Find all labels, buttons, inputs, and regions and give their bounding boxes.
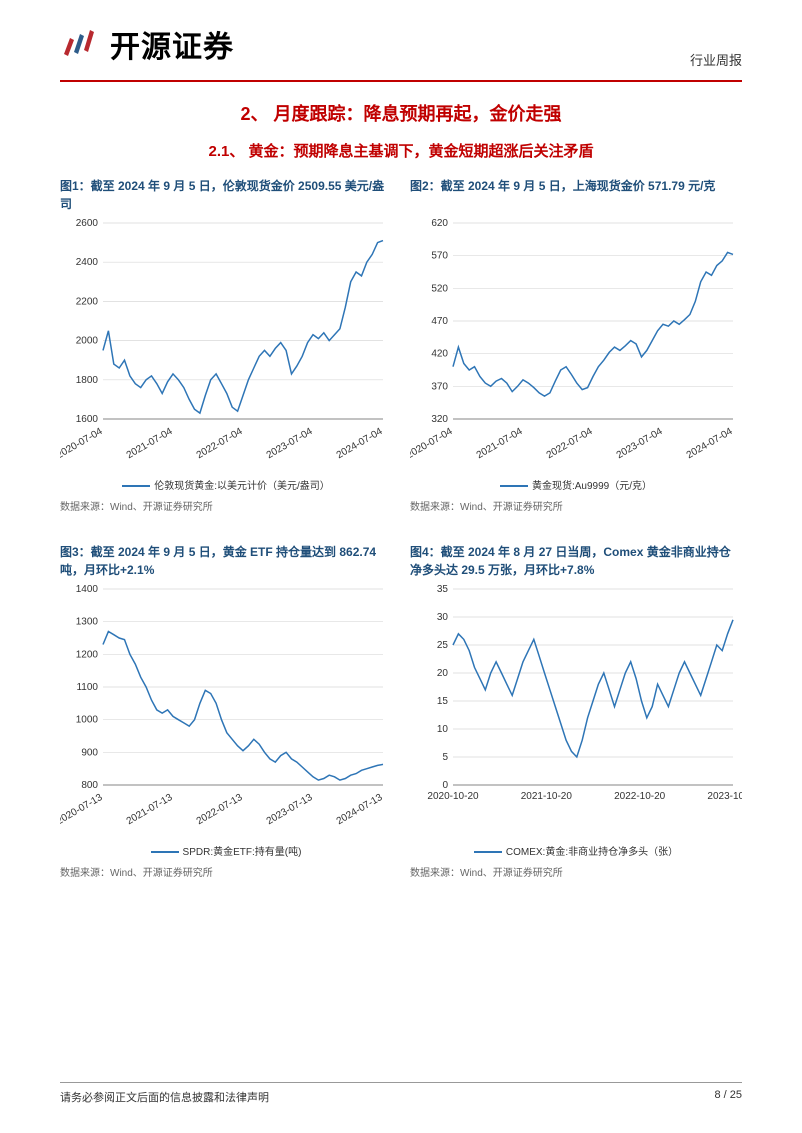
svg-text:20: 20 <box>437 668 449 679</box>
svg-text:420: 420 <box>431 349 448 360</box>
chart-block-4: 图4：截至 2024 年 8 月 27 日当周，Comex 黄金非商业持仓净多头… <box>410 543 742 879</box>
svg-text:2020-07-13: 2020-07-13 <box>60 792 105 827</box>
chart-source: 数据来源：Wind、开源证券研究所 <box>410 498 742 513</box>
charts-grid: 图1：截至 2024 年 9 月 5 日，伦敦现货金价 2509.55 美元/盎… <box>0 171 802 879</box>
svg-text:2024-07-04: 2024-07-04 <box>335 426 385 461</box>
company-name: 开源证券 <box>110 22 234 66</box>
svg-text:320: 320 <box>431 414 448 425</box>
svg-text:1400: 1400 <box>76 584 99 595</box>
svg-text:800: 800 <box>81 780 98 791</box>
logo-block: 开源证券 <box>60 22 234 66</box>
svg-text:2023-07-04: 2023-07-04 <box>265 426 315 461</box>
svg-text:35: 35 <box>437 584 449 595</box>
svg-text:2020-07-04: 2020-07-04 <box>410 426 455 461</box>
svg-text:520: 520 <box>431 283 448 294</box>
svg-text:2022-10-20: 2022-10-20 <box>614 791 666 802</box>
chart-source: 数据来源：Wind、开源证券研究所 <box>60 498 392 513</box>
chart-source: 数据来源：Wind、开源证券研究所 <box>410 864 742 879</box>
page-header: 开源证券 行业周报 <box>0 0 802 74</box>
svg-text:2600: 2600 <box>76 218 99 229</box>
footer-disclaimer: 请务必参阅正文后面的信息披露和法律声明 <box>60 1089 269 1105</box>
chart-source: 数据来源：Wind、开源证券研究所 <box>60 864 392 879</box>
chart-plot: 800 900 1000 1100 1200 1300 1400 2020-07-13 2021… <box>60 579 392 839</box>
svg-text:2021-07-13: 2021-07-13 <box>125 792 175 827</box>
svg-text:620: 620 <box>431 218 448 229</box>
svg-text:1600: 1600 <box>76 414 99 425</box>
svg-text:2021-07-04: 2021-07-04 <box>475 426 525 461</box>
chart-caption: 图2：截至 2024 年 9 月 5 日，上海现货金价 571.79 元/克 <box>410 177 742 213</box>
svg-text:2022-07-04: 2022-07-04 <box>545 426 595 461</box>
svg-text:2024-07-04: 2024-07-04 <box>685 426 735 461</box>
svg-text:0: 0 <box>442 780 448 791</box>
svg-text:2023-07-04: 2023-07-04 <box>615 426 665 461</box>
chart-plot: 320 370 420 470 520 570 620 2020-07-04 2021-07-0… <box>410 213 742 473</box>
svg-text:2200: 2200 <box>76 296 99 307</box>
chart-legend: SPDR:黄金ETF:持有量(吨) <box>60 843 392 858</box>
chart-legend: 黄金现货:Au9999（元/克） <box>410 477 742 492</box>
chart-plot: 0 5 10 15 20 25 30 35 2020-10-20 2021-10-20 2022-1… <box>410 579 742 839</box>
svg-text:2021-10-20: 2021-10-20 <box>521 791 573 802</box>
logo-icon <box>60 24 100 64</box>
chart-caption: 图4：截至 2024 年 8 月 27 日当周，Comex 黄金非商业持仓净多头… <box>410 543 742 579</box>
svg-text:1800: 1800 <box>76 375 99 386</box>
svg-text:2024-07-13: 2024-07-13 <box>335 792 385 827</box>
svg-text:1200: 1200 <box>76 649 99 660</box>
svg-text:10: 10 <box>437 724 449 735</box>
svg-text:5: 5 <box>442 752 448 763</box>
doc-type-label: 行业周报 <box>690 50 742 69</box>
svg-text:2022-07-13: 2022-07-13 <box>195 792 245 827</box>
chart-block-1: 图1：截至 2024 年 9 月 5 日，伦敦现货金价 2509.55 美元/盎… <box>60 177 392 513</box>
svg-text:2400: 2400 <box>76 257 99 268</box>
svg-text:2000: 2000 <box>76 336 99 347</box>
svg-text:2022-07-04: 2022-07-04 <box>195 426 245 461</box>
subsection-title: 2.1、 黄金：预期降息主基调下，黄金短期超涨后关注矛盾 <box>0 140 802 161</box>
svg-text:1100: 1100 <box>76 682 98 693</box>
svg-text:1000: 1000 <box>76 715 99 726</box>
svg-text:2020-07-04: 2020-07-04 <box>60 426 105 461</box>
svg-text:1300: 1300 <box>76 617 99 628</box>
svg-text:900: 900 <box>81 747 98 758</box>
chart-block-2: 图2：截至 2024 年 9 月 5 日，上海现货金价 571.79 元/克32… <box>410 177 742 513</box>
header-divider <box>60 80 742 82</box>
chart-caption: 图1：截至 2024 年 9 月 5 日，伦敦现货金价 2509.55 美元/盎… <box>60 177 392 213</box>
page-number: 8 / 25 <box>714 1089 742 1105</box>
svg-text:15: 15 <box>437 696 449 707</box>
svg-text:2020-10-20: 2020-10-20 <box>427 791 479 802</box>
svg-text:2021-07-04: 2021-07-04 <box>125 426 175 461</box>
svg-text:470: 470 <box>431 316 448 327</box>
svg-text:25: 25 <box>437 640 449 651</box>
chart-caption: 图3：截至 2024 年 9 月 5 日，黄金 ETF 持仓量达到 862.74… <box>60 543 392 579</box>
page-footer: 请务必参阅正文后面的信息披露和法律声明 8 / 25 <box>60 1082 742 1105</box>
svg-text:570: 570 <box>431 251 448 262</box>
svg-text:2023-10-20: 2023-10-20 <box>707 791 742 802</box>
svg-text:2023-07-13: 2023-07-13 <box>265 792 315 827</box>
chart-legend: 伦敦现货黄金:以美元计价（美元/盎司） <box>60 477 392 492</box>
svg-text:370: 370 <box>431 381 448 392</box>
chart-legend: COMEX:黄金:非商业持仓净多头（张） <box>410 843 742 858</box>
section-title: 2、 月度跟踪：降息预期再起，金价走强 <box>0 100 802 126</box>
svg-text:30: 30 <box>437 612 449 623</box>
chart-block-3: 图3：截至 2024 年 9 月 5 日，黄金 ETF 持仓量达到 862.74… <box>60 543 392 879</box>
chart-plot: 1600 1800 2000 2200 2400 2600 2020-07-04 2021-0… <box>60 213 392 473</box>
